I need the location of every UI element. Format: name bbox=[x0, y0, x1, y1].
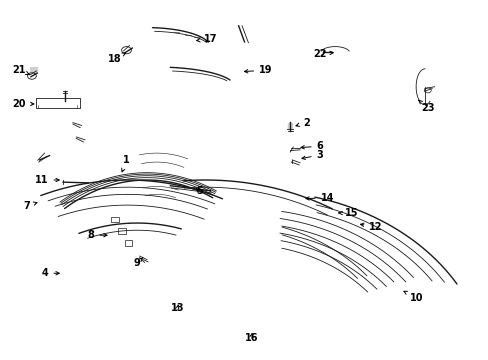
Text: 22: 22 bbox=[312, 49, 333, 59]
Text: 18: 18 bbox=[108, 53, 125, 64]
Text: 6: 6 bbox=[301, 141, 323, 151]
Text: 21: 21 bbox=[13, 64, 29, 75]
Bar bbox=[111, 217, 119, 222]
Text: 10: 10 bbox=[403, 291, 423, 303]
Text: 2: 2 bbox=[295, 118, 309, 128]
Bar bbox=[124, 240, 132, 246]
Text: 9: 9 bbox=[133, 258, 142, 268]
Text: 5: 5 bbox=[196, 186, 203, 197]
Bar bbox=[118, 228, 125, 234]
Text: 19: 19 bbox=[244, 65, 272, 75]
Text: 17: 17 bbox=[196, 35, 217, 44]
Text: 14: 14 bbox=[305, 193, 333, 203]
Text: 16: 16 bbox=[244, 333, 258, 343]
Bar bbox=[36, 98, 80, 108]
Text: 8: 8 bbox=[87, 230, 107, 240]
Text: 20: 20 bbox=[13, 99, 34, 109]
Text: 13: 13 bbox=[170, 303, 183, 314]
Text: 4: 4 bbox=[41, 268, 59, 278]
Text: 1: 1 bbox=[122, 155, 130, 172]
Text: 15: 15 bbox=[338, 208, 358, 218]
Text: 7: 7 bbox=[23, 201, 37, 211]
Text: 12: 12 bbox=[360, 222, 382, 231]
Text: 11: 11 bbox=[35, 175, 59, 185]
Text: 23: 23 bbox=[418, 100, 434, 113]
Text: 3: 3 bbox=[301, 150, 323, 160]
